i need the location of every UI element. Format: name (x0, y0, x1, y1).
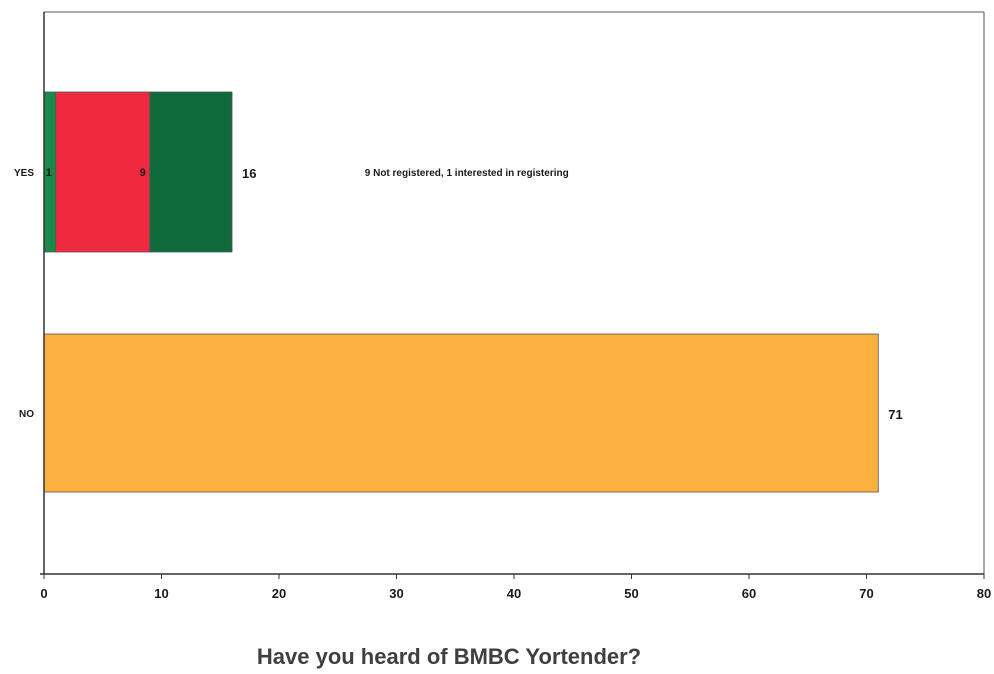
segment-label: 1 (46, 167, 52, 179)
x-tick-label: 0 (40, 586, 47, 601)
chart-title: Have you heard of BMBC Yortender? (256, 644, 642, 669)
bar-segment (55, 91, 151, 253)
x-tick-label: 80 (977, 586, 991, 601)
bar-segment (149, 91, 233, 253)
bar-segment (43, 333, 879, 493)
annotation-text: 9 Not registered, 1 interested in regist… (365, 168, 569, 179)
category-label: NO (19, 409, 34, 420)
x-tick-label: 30 (389, 586, 403, 601)
bar-value-label: 16 (242, 166, 256, 181)
bar-value-label: 71 (888, 407, 902, 422)
bars-group: 1 9 16 71 (43, 91, 903, 493)
axes-group: 0 10 20 30 40 50 60 70 80 YES NO (14, 11, 991, 601)
x-tick-label: 10 (154, 586, 168, 601)
x-tick-label: 40 (507, 586, 521, 601)
category-label: YES (14, 168, 34, 179)
x-tick-label: 70 (859, 586, 873, 601)
x-tick-label: 50 (624, 586, 638, 601)
x-tick-label: 20 (272, 586, 286, 601)
segment-label: 9 (140, 167, 146, 179)
x-tick-label: 60 (742, 586, 756, 601)
